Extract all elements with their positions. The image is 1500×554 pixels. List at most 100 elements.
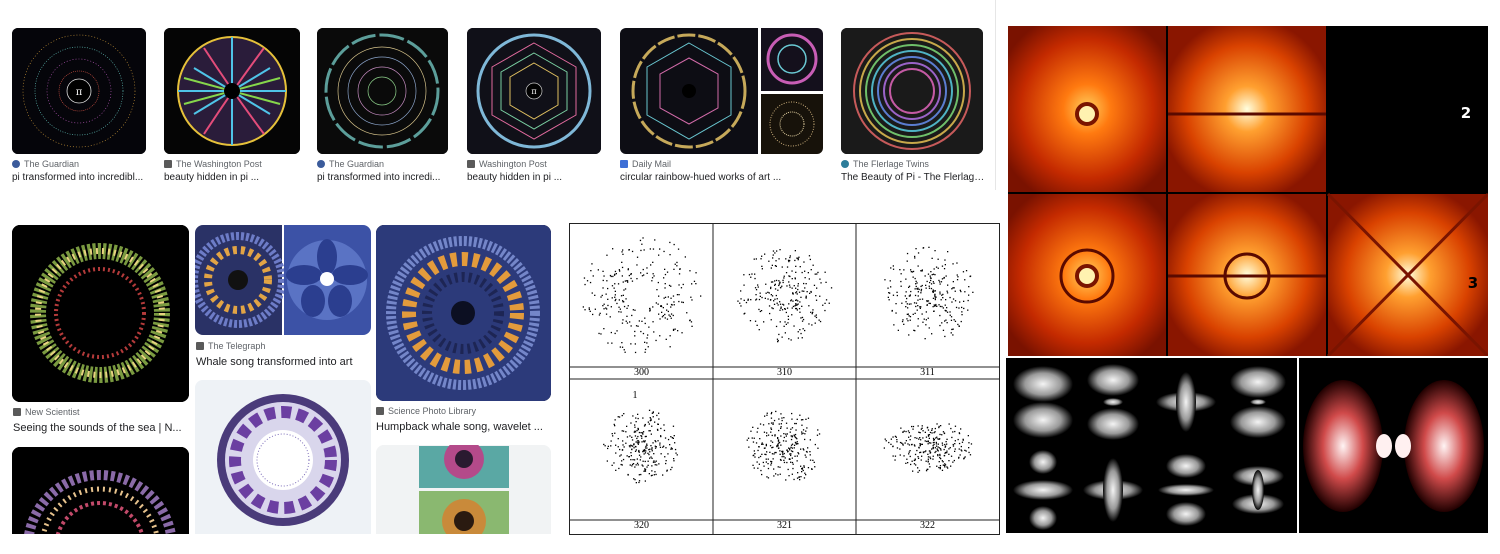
scatter-dot [670, 448, 672, 450]
scatter-dot [778, 442, 780, 444]
scatter-dot [796, 257, 798, 259]
whale-thumb-1[interactable] [12, 225, 189, 402]
orbital-panel[interactable]: 300 310 311 320 321 322 1 [569, 223, 1000, 535]
result-title[interactable]: The Beauty of Pi - The Flerlage... [841, 172, 987, 183]
scatter-dot [795, 265, 797, 267]
result-title[interactable]: Whale song transformed into art [196, 356, 353, 368]
gray-orbital-panel[interactable] [1006, 358, 1297, 533]
result-source[interactable]: The Telegraph [196, 341, 265, 351]
result-source[interactable]: The Guardian [12, 159, 79, 169]
whale-thumb-4[interactable] [12, 447, 189, 534]
result-source[interactable]: Washington Post [467, 159, 547, 169]
scatter-dot [914, 445, 916, 447]
scatter-dot [794, 277, 796, 279]
scatter-dot [901, 302, 903, 304]
result-source[interactable]: The Guardian [317, 159, 384, 169]
scatter-dot [817, 447, 819, 449]
scatter-dot [888, 441, 890, 444]
result-title[interactable]: Humpback whale song, wavelet ... [376, 421, 543, 433]
scatter-dot [678, 300, 680, 303]
scatter-dot [814, 273, 816, 275]
scatter-dot [748, 446, 750, 448]
scatter-dot [756, 324, 758, 326]
pi-thumb-2[interactable] [164, 28, 300, 154]
scatter-dot [920, 285, 922, 288]
result-title[interactable]: circular rainbow-hued works of art ... [620, 172, 782, 183]
scatter-dot [760, 310, 763, 312]
scatter-dot [749, 320, 752, 322]
result-title[interactable]: pi transformed into incredi... [317, 172, 441, 183]
scatter-dot [785, 272, 788, 274]
scatter-dot [627, 281, 629, 283]
result-title[interactable]: beauty hidden in pi ... [467, 172, 563, 183]
scatter-dot [791, 443, 794, 445]
result-source[interactable]: New Scientist [13, 407, 80, 417]
scatter-dot [919, 437, 921, 439]
pi-thumb-4[interactable]: π [467, 28, 601, 154]
result-source[interactable]: Daily Mail [620, 159, 671, 169]
heat-orbital-panel[interactable]: 2 3 [1008, 26, 1490, 358]
scatter-dot [932, 273, 935, 275]
scatter-dot [602, 279, 604, 282]
scatter-dot [938, 304, 940, 306]
result-source[interactable]: Science Photo Library [376, 406, 476, 416]
scatter-dot [792, 463, 794, 465]
result-title[interactable]: pi transformed into incredibl... [12, 172, 144, 183]
scatter-dot [673, 458, 675, 460]
scatter-dot [644, 322, 646, 325]
scatter-dot [899, 448, 901, 450]
scatter-dot [783, 459, 785, 461]
scatter-dot [641, 437, 643, 439]
pi-thumb-1[interactable]: π [12, 28, 146, 154]
pi-thumb-6[interactable] [841, 28, 983, 154]
scatter-dot [791, 278, 793, 280]
scatter-dot [768, 305, 771, 307]
scatter-dot [619, 448, 621, 451]
scatter-dot [950, 465, 952, 467]
scatter-dot [652, 442, 654, 444]
scatter-dot [584, 283, 586, 286]
p-orbital-panel[interactable] [1299, 358, 1488, 533]
scatter-dot [938, 447, 941, 449]
result-source[interactable]: The Washington Post [164, 159, 262, 169]
scatter-dot [911, 425, 913, 428]
scatter-dot [599, 312, 601, 314]
scatter-dot [583, 277, 586, 279]
result-title[interactable]: beauty hidden in pi ... [164, 172, 260, 183]
scatter-dot [925, 450, 927, 452]
scatter-dot [906, 313, 908, 315]
scatter-dot [774, 265, 777, 267]
scatter-dot [933, 439, 935, 441]
scatter-dot [770, 294, 772, 296]
scatter-dot [631, 439, 634, 441]
scatter-dot [959, 289, 961, 291]
scatter-dot [924, 275, 926, 277]
scatter-dot [801, 320, 804, 322]
whale-thumb-6[interactable] [376, 445, 551, 534]
scatter-dot [776, 250, 778, 252]
scatter-dot [926, 300, 928, 302]
scatter-dot [900, 427, 902, 429]
scatter-dot [629, 321, 631, 323]
source-label: The Guardian [24, 159, 80, 169]
whale-thumb-3[interactable] [195, 380, 371, 534]
pi-thumb-5[interactable] [620, 28, 823, 154]
scatter-dot [909, 455, 911, 458]
scatter-dot [632, 459, 634, 461]
scatter-dot [652, 261, 654, 263]
scatter-dot [745, 301, 748, 304]
pi-thumb-3[interactable] [317, 28, 448, 154]
scatter-dot [896, 447, 899, 449]
scatter-dot [891, 309, 893, 312]
scatter-dot [791, 287, 793, 289]
result-title[interactable]: Seeing the sounds of the sea | N... [13, 422, 182, 434]
whale-thumb-2[interactable] [195, 225, 371, 335]
scatter-dot [773, 303, 776, 305]
scatter-dot [952, 328, 954, 330]
scatter-dot [747, 298, 749, 300]
scatter-dot [809, 258, 811, 261]
whale-thumb-5[interactable] [376, 225, 551, 401]
scatter-dot [753, 450, 755, 452]
result-source[interactable]: The Flerlage Twins [841, 159, 929, 169]
scatter-dot [912, 270, 915, 273]
